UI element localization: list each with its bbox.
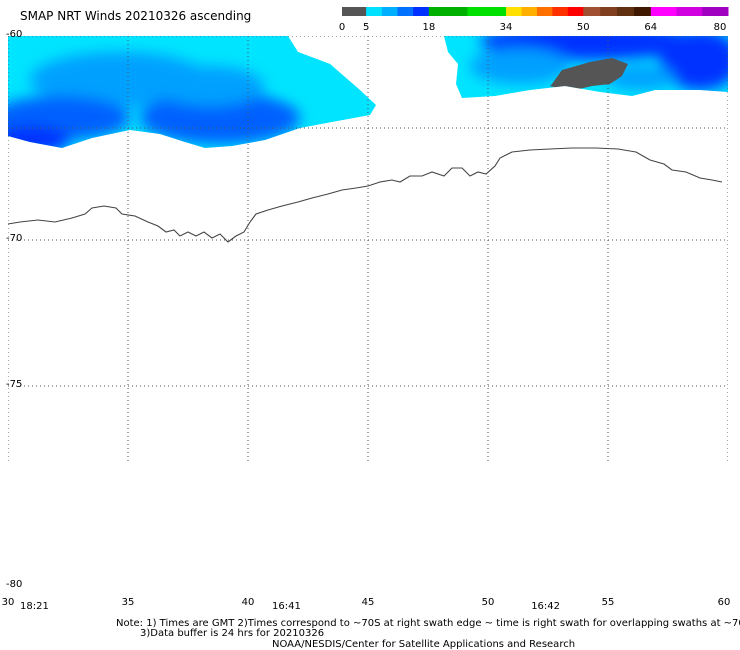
- colorbar-segment: [366, 7, 383, 16]
- colorbar-tick-label: 80: [714, 22, 727, 33]
- swath-time-label: 16:42: [531, 601, 560, 612]
- note-line-1: Note: 1) Times are GMT 2)Times correspon…: [116, 618, 740, 629]
- longitude-label: 40: [242, 597, 255, 608]
- colorbar-tick-label: 5: [363, 22, 369, 33]
- wind-field-patch: [470, 48, 570, 84]
- latitude-label: -80: [6, 579, 22, 590]
- colorbar-segment: [342, 7, 367, 16]
- map-title: SMAP NRT Winds 20210326 ascending: [20, 9, 251, 23]
- colorbar-segment: [676, 7, 703, 16]
- colorbar-segment: [467, 7, 507, 16]
- latitude-labels: -60 -70 -75 -80: [6, 29, 22, 590]
- colorbar-segment: [506, 7, 522, 16]
- wind-field-patch: [140, 92, 300, 144]
- wind-speed-colorbar: [342, 7, 729, 16]
- colorbar-segment: [521, 7, 538, 16]
- latitude-label: -60: [6, 29, 22, 40]
- longitude-label: 50: [482, 597, 495, 608]
- colorbar-segment: [536, 7, 553, 16]
- calm-wind-area: [550, 58, 628, 90]
- colorbar-tick-label: 0: [339, 22, 345, 33]
- wind-swath-west: [8, 36, 376, 148]
- swath-time-label: 16:41: [272, 601, 301, 612]
- colorbar-segment: [633, 7, 652, 16]
- colorbar-segment: [567, 7, 584, 16]
- wind-swath-east: [444, 36, 728, 98]
- colorbar-tick-label: 34: [500, 22, 513, 33]
- colorbar-segment: [650, 7, 678, 16]
- lat-lon-grid: [8, 36, 728, 464]
- colorbar-segment: [600, 7, 618, 16]
- longitude-labels: 30 35 40 45 50 55 60: [2, 597, 731, 608]
- credit-line: NOAA/NESDIS/Center for Satellite Applica…: [272, 639, 575, 650]
- longitude-label: 45: [362, 597, 375, 608]
- longitude-label: 55: [602, 597, 615, 608]
- wind-field-patch: [260, 50, 340, 90]
- wind-field-patch: [660, 36, 728, 90]
- latitude-label: -70: [6, 233, 22, 244]
- colorbar-segment: [617, 7, 635, 16]
- colorbar-tick-label: 18: [422, 22, 435, 33]
- longitude-label: 35: [122, 597, 135, 608]
- longitude-label: 60: [718, 597, 731, 608]
- note-line-2: 3)Data buffer is 24 hrs for 20210326: [140, 628, 324, 639]
- wind-field-patch: [155, 66, 265, 106]
- coastline: [7, 147, 723, 243]
- latitude-label: -75: [6, 379, 22, 390]
- colorbar-segment: [552, 7, 569, 16]
- colorbar-tick-labels: 0 5 18 34 50 64 80: [339, 22, 727, 33]
- colorbar-tick-label: 50: [577, 22, 590, 33]
- colorbar-segment: [583, 7, 601, 16]
- colorbar-segment: [413, 7, 430, 16]
- longitude-label: 30: [2, 597, 15, 608]
- swath-time-label: 18:21: [20, 601, 49, 612]
- colorbar-segment: [428, 7, 468, 16]
- colorbar-segment: [397, 7, 414, 16]
- colorbar-segment: [702, 7, 729, 16]
- swath-time-labels: 18:21 16:41 16:42: [20, 601, 560, 612]
- colorbar-segment: [381, 7, 398, 16]
- colorbar-tick-label: 64: [644, 22, 657, 33]
